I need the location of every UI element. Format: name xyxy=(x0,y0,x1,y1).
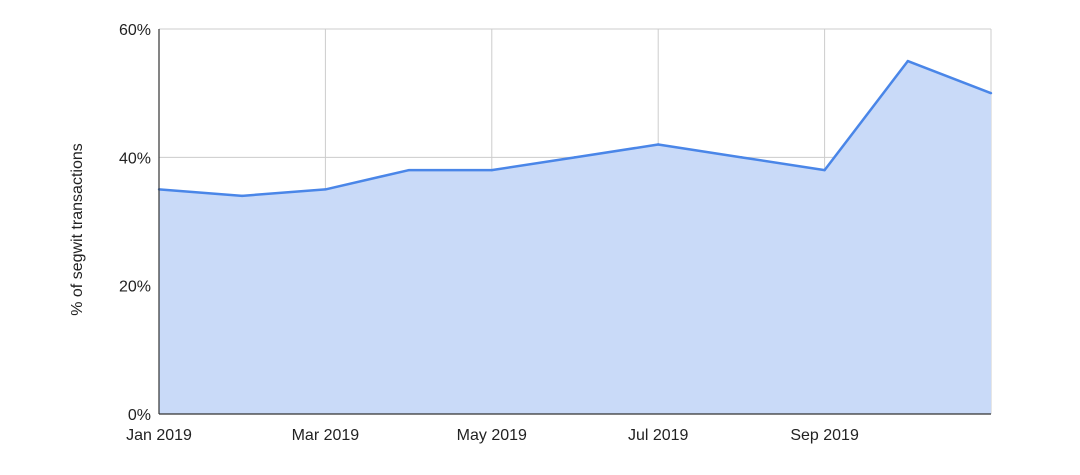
tick-labels: 0% 20% 40% 60% Jan 2019 Mar 2019 May 2019 Jul 2… xyxy=(119,22,859,444)
y-axis-title: % of segwit transactions xyxy=(69,143,86,316)
data-point xyxy=(906,59,909,63)
x-tick-label: Mar 2019 xyxy=(292,427,360,444)
y-tick-label: 0% xyxy=(128,407,151,424)
data-point xyxy=(241,194,244,198)
data-point xyxy=(573,156,577,159)
y-tick-label: 20% xyxy=(119,279,151,296)
data-point xyxy=(490,168,493,172)
data-point xyxy=(324,188,327,191)
data-point xyxy=(740,156,743,159)
data-point xyxy=(657,143,660,146)
x-tick-label: Sep 2019 xyxy=(790,427,859,444)
data-point xyxy=(823,168,826,172)
x-tick-label: Jul 2019 xyxy=(628,427,689,444)
data-point xyxy=(989,91,993,95)
area-layer xyxy=(157,59,993,414)
data-point xyxy=(407,168,410,172)
axes xyxy=(158,29,991,415)
x-tick-label: Jan 2019 xyxy=(126,427,192,444)
y-tick-label: 60% xyxy=(119,22,151,39)
x-tick-label: May 2019 xyxy=(457,427,527,444)
y-tick-label: 40% xyxy=(119,150,151,167)
series-area-fill xyxy=(159,61,991,414)
